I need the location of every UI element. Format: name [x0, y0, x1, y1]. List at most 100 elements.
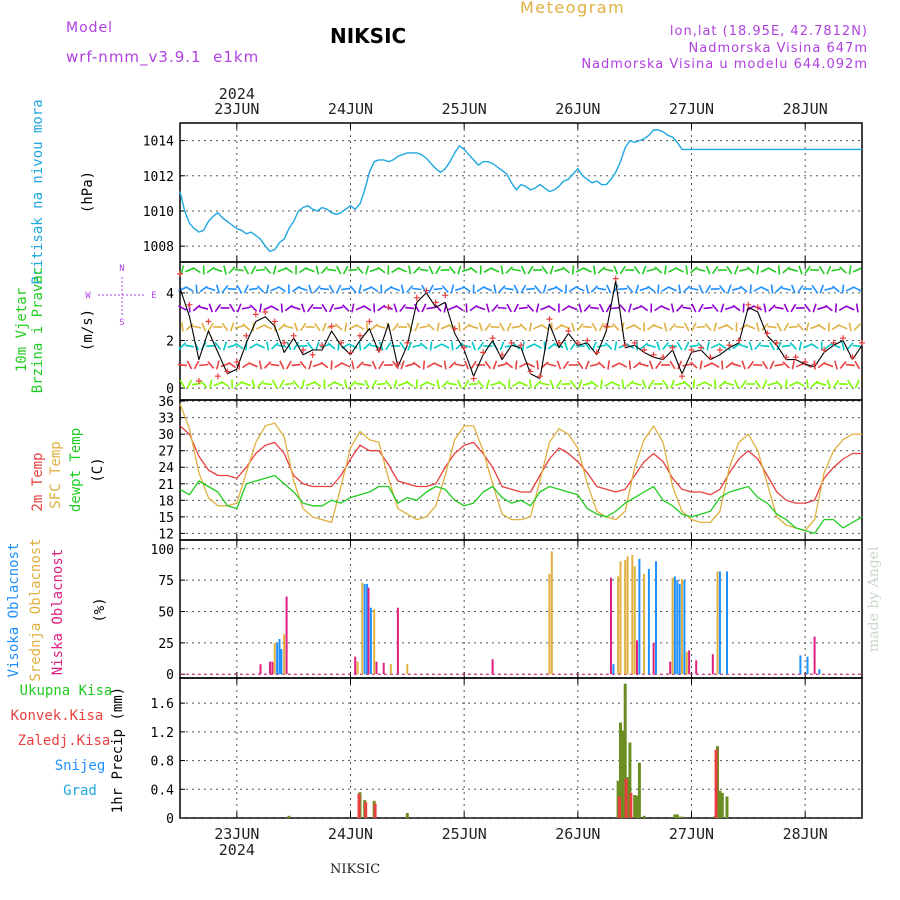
wind-arrow	[684, 341, 690, 351]
wind-max-marker	[489, 335, 496, 342]
cloud-bar	[716, 571, 719, 675]
wind-arrow	[484, 360, 492, 370]
wind-arrow	[739, 343, 749, 349]
wind-arrow	[385, 341, 392, 351]
wind-arrow	[788, 381, 798, 387]
cloud-bar	[799, 655, 802, 675]
wind-arrow	[520, 284, 527, 294]
temp-ylabel: (C)	[90, 457, 106, 482]
wind-max-marker	[679, 373, 686, 380]
wind-max-marker	[536, 373, 543, 380]
cloud-bar	[711, 654, 714, 675]
wind-arrow	[767, 325, 777, 329]
cloud-bar	[673, 576, 676, 675]
wind-arrow	[291, 285, 301, 293]
wind-arrow	[774, 363, 784, 367]
wind-arrow	[760, 286, 770, 292]
wind-arrow	[284, 266, 294, 274]
temp-ylabel-2m: 2m Temp	[30, 452, 46, 511]
wind-arrow	[271, 379, 278, 389]
wind-arrow	[618, 362, 628, 368]
wind-arrow	[513, 284, 519, 294]
wind-arrow	[767, 382, 777, 386]
wind-arrow	[469, 266, 478, 274]
precip-bar	[624, 778, 628, 818]
precip-bar	[405, 813, 409, 818]
wind-arrow	[668, 286, 677, 292]
cloud-bar	[271, 661, 274, 675]
wind-arrow	[632, 305, 642, 311]
precip-bar	[673, 814, 677, 818]
wind-arrow	[796, 323, 804, 331]
y-tick-label: 12	[158, 527, 174, 542]
wind-arrow	[327, 380, 336, 388]
wind-arrow	[767, 267, 777, 273]
wind-arrow	[826, 265, 832, 275]
wind-arrow	[362, 363, 372, 367]
wind-arrow	[299, 322, 307, 332]
wind-arrow	[811, 284, 818, 294]
wind-arrow	[406, 285, 414, 293]
wind-arrow	[192, 266, 201, 274]
precip-bar	[678, 816, 682, 818]
wind-arrow	[220, 380, 230, 388]
wind-arrow	[234, 268, 244, 272]
y-tick-label: 2	[166, 335, 174, 350]
y-tick-label: 50	[158, 606, 174, 621]
wind-arrow	[590, 285, 599, 293]
wind-arrow	[831, 268, 841, 272]
wind-arrow	[405, 306, 415, 310]
y-tick-label: 1.6	[151, 697, 174, 712]
precip-bar	[675, 814, 679, 818]
wind-max-marker	[461, 344, 468, 351]
wind-arrow	[717, 324, 727, 330]
cloud-bar	[269, 661, 271, 675]
wind-max-marker	[669, 344, 676, 351]
wind-arrow	[405, 380, 414, 388]
wind-arrow	[506, 303, 513, 313]
cloud-bar	[813, 636, 816, 675]
wind-arrow	[621, 379, 625, 389]
wind-arrow	[448, 361, 457, 369]
cloud-bar	[369, 607, 372, 675]
wind-arrow	[597, 361, 606, 369]
wind-arrow	[613, 265, 619, 275]
wind-arrow	[632, 382, 642, 386]
wind-arrow	[422, 360, 426, 370]
wind-arrow	[499, 322, 506, 332]
wind-arrow	[384, 285, 393, 293]
wind-max-marker	[783, 354, 790, 361]
cloud-bar	[726, 571, 728, 675]
wind-arrow	[654, 266, 663, 274]
wind-arrow	[611, 381, 621, 387]
cloud-bar	[406, 664, 409, 675]
wind-max-marker	[527, 368, 534, 375]
wind-arrow	[485, 379, 490, 389]
wind-arrow	[298, 286, 308, 292]
wind-arrow	[436, 322, 440, 332]
wind-max-marker	[754, 304, 761, 311]
wind-arrow	[450, 284, 455, 294]
wind-arrow	[433, 287, 443, 291]
wind-arrow	[796, 381, 805, 387]
wind-arrow	[577, 360, 584, 370]
wind-arrow	[206, 286, 216, 292]
wind-arrow	[845, 363, 855, 367]
cloud-bar	[818, 669, 821, 675]
wind-arrow	[705, 265, 711, 275]
wind-arrow	[578, 379, 583, 389]
wind-arrow	[604, 342, 613, 350]
wind-arrow	[313, 380, 322, 388]
wind-max-marker	[319, 342, 326, 349]
wind-arrow	[790, 284, 796, 294]
wind-arrow	[192, 304, 201, 312]
wind-arrow	[328, 284, 335, 294]
wind-arrow	[725, 323, 734, 331]
wind-arrow	[256, 285, 265, 293]
wind-arrow	[513, 303, 520, 313]
wind-max-marker	[186, 301, 193, 308]
wind-arrow	[504, 287, 514, 291]
wind-arrow	[284, 382, 294, 386]
wind-arrow	[639, 363, 649, 367]
wind-arrow	[462, 285, 471, 293]
